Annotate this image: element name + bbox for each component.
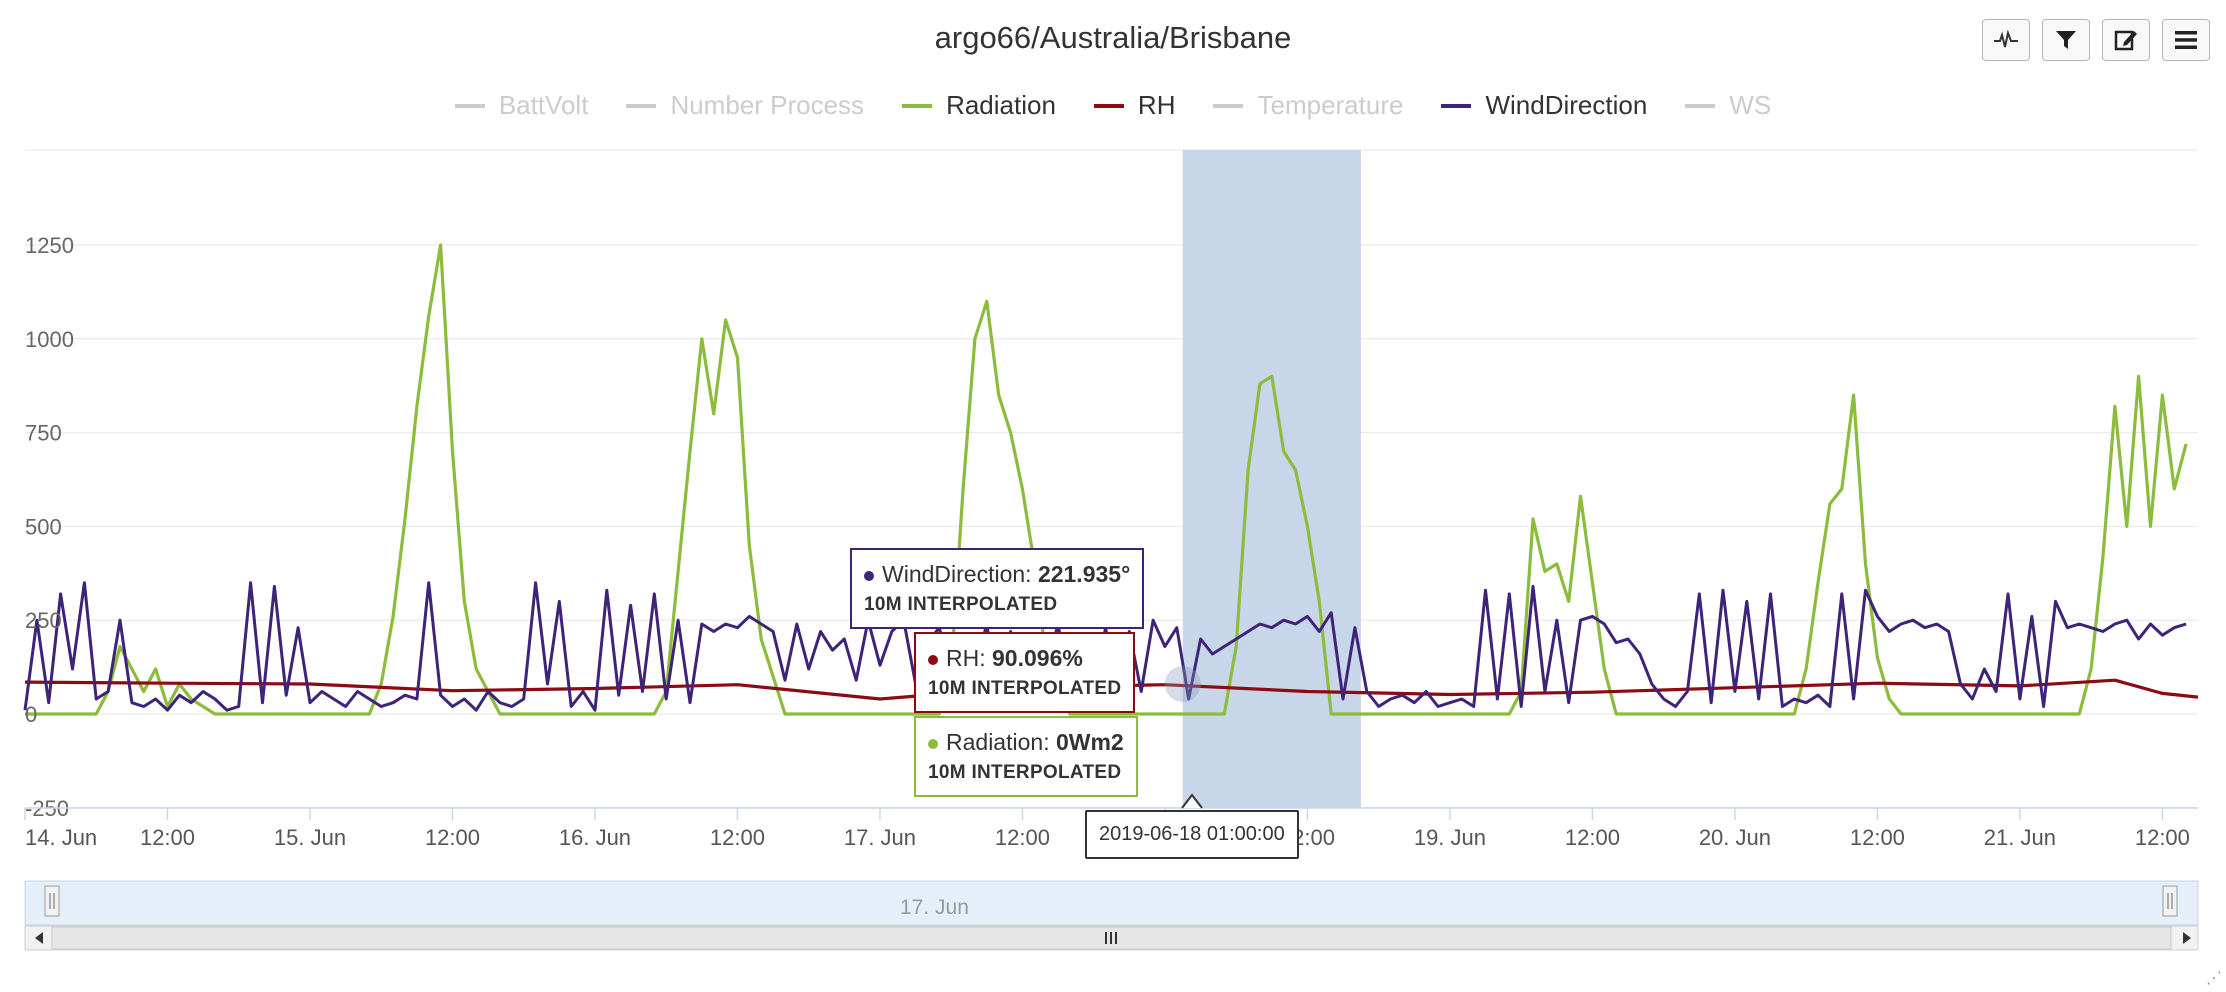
- legend-label: Radiation: [946, 90, 1056, 120]
- legend-label: WS: [1729, 90, 1772, 120]
- y-tick-label: 500: [25, 514, 62, 539]
- scroll-right-arrow[interactable]: [2183, 932, 2191, 944]
- y-tick-label: 750: [25, 421, 62, 446]
- legend-item-battvolt[interactable]: BattVolt: [454, 90, 589, 121]
- highlight-band: [1182, 150, 1361, 808]
- edit-icon: [2114, 30, 2137, 51]
- tooltip-x-value: 2019-06-18 01:00:00: [1085, 810, 1299, 859]
- legend-label: Number Process: [670, 90, 865, 120]
- tooltip-series-name: RH: [946, 645, 980, 671]
- x-tick-label: 12:00: [710, 825, 765, 850]
- x-tick-label: 12:00: [140, 825, 195, 850]
- tooltip-series-name: WindDirection: [882, 561, 1026, 587]
- chart-legend: BattVolt Number Process Radiation RH Tempera…: [0, 90, 2226, 121]
- legend-swatch: [902, 103, 933, 108]
- tooltip-winddirection: WindDirection: 221.935° 10M INTERPOLATED: [850, 548, 1145, 629]
- legend-swatch: [1213, 103, 1244, 108]
- x-tick-label: 12:00: [1850, 825, 1905, 850]
- legend-swatch: [626, 103, 657, 108]
- tooltip-value: 221.935°: [1037, 561, 1131, 587]
- legend-item-winddirection[interactable]: WindDirection: [1441, 90, 1647, 121]
- hamburger-icon: [2175, 31, 2197, 49]
- x-tick-label: 19. Jun: [1414, 825, 1486, 850]
- legend-item-ws[interactable]: WS: [1685, 90, 1771, 121]
- legend-label: RH: [1137, 90, 1176, 120]
- x-tick-label: 16. Jun: [559, 825, 631, 850]
- series-dot: [928, 654, 938, 665]
- y-tick-label: 1250: [25, 233, 74, 258]
- hover-marker: [1164, 665, 1201, 702]
- filter-button[interactable]: [2042, 19, 2090, 61]
- legend-label: BattVolt: [498, 90, 589, 120]
- legend-label: Temperature: [1257, 90, 1404, 120]
- tooltip-value: 90.096%: [992, 645, 1083, 671]
- tooltip-radiation: Radiation: 0Wm2 10M INTERPOLATED: [914, 716, 1138, 797]
- x-tick-label: 12:00: [425, 825, 480, 850]
- tooltip-rh: RH: 90.096% 10M INTERPOLATED: [914, 632, 1136, 713]
- edit-button[interactable]: [2102, 19, 2150, 61]
- tooltip-sub: 10M INTERPOLATED: [928, 762, 1122, 783]
- menu-button[interactable]: [2162, 19, 2210, 61]
- legend-item-number-process[interactable]: Number Process: [626, 90, 864, 121]
- navigator-handle-left[interactable]: [44, 885, 60, 917]
- tooltip-sub: 10M INTERPOLATED: [928, 678, 1122, 699]
- y-tick-label: 0: [25, 702, 37, 727]
- chart-title: argo66/Australia/Brisbane: [934, 20, 1292, 55]
- tooltip-pointer: [1181, 793, 1203, 809]
- legend-item-radiation[interactable]: Radiation: [902, 90, 1056, 121]
- chart-type-button[interactable]: [1982, 19, 2030, 61]
- navigator-track: [24, 880, 2199, 926]
- x-tick-label: 17. Jun: [844, 825, 916, 850]
- x-tick-label: 20. Jun: [1699, 825, 1771, 850]
- x-tick-label: 12:00: [1565, 825, 1620, 850]
- scroll-left-arrow[interactable]: [35, 932, 43, 944]
- chart-toolbar: [1982, 19, 2210, 61]
- legend-swatch: [1441, 103, 1472, 108]
- legend-label: WindDirection: [1485, 90, 1648, 120]
- legend-swatch: [1685, 103, 1716, 108]
- funnel-icon: [2056, 31, 2076, 49]
- x-tick-label: 21. Jun: [1984, 825, 2056, 850]
- x-tick-label: 15. Jun: [274, 825, 346, 850]
- series-dot: [928, 738, 938, 749]
- series-line-radiation[interactable]: [25, 243, 2188, 716]
- x-tick-label: 14. Jun: [25, 825, 97, 850]
- tooltip-sub: 10M INTERPOLATED: [864, 594, 1058, 615]
- legend-item-temperature[interactable]: Temperature: [1213, 90, 1403, 121]
- y-tick-label: 1000: [25, 327, 74, 352]
- series-dot: [864, 570, 874, 581]
- navigator-handle-right[interactable]: [2162, 885, 2178, 917]
- tooltip-value: 0Wm2: [1055, 729, 1124, 755]
- x-tick-label: 12:00: [995, 825, 1050, 850]
- y-tick-label: 250: [25, 608, 62, 633]
- legend-swatch: [1093, 103, 1124, 108]
- resize-grip-icon[interactable]: ⋰: [2206, 970, 2222, 987]
- legend-item-rh[interactable]: RH: [1093, 90, 1176, 121]
- series-line-rh[interactable]: [24, 678, 2199, 701]
- x-tick-label: 12:00: [2135, 825, 2190, 850]
- tooltip-series-name: Radiation: [946, 729, 1044, 755]
- legend-swatch: [454, 103, 485, 108]
- pulse-icon: [1994, 30, 2018, 48]
- navigator-label: 17. Jun: [900, 896, 969, 919]
